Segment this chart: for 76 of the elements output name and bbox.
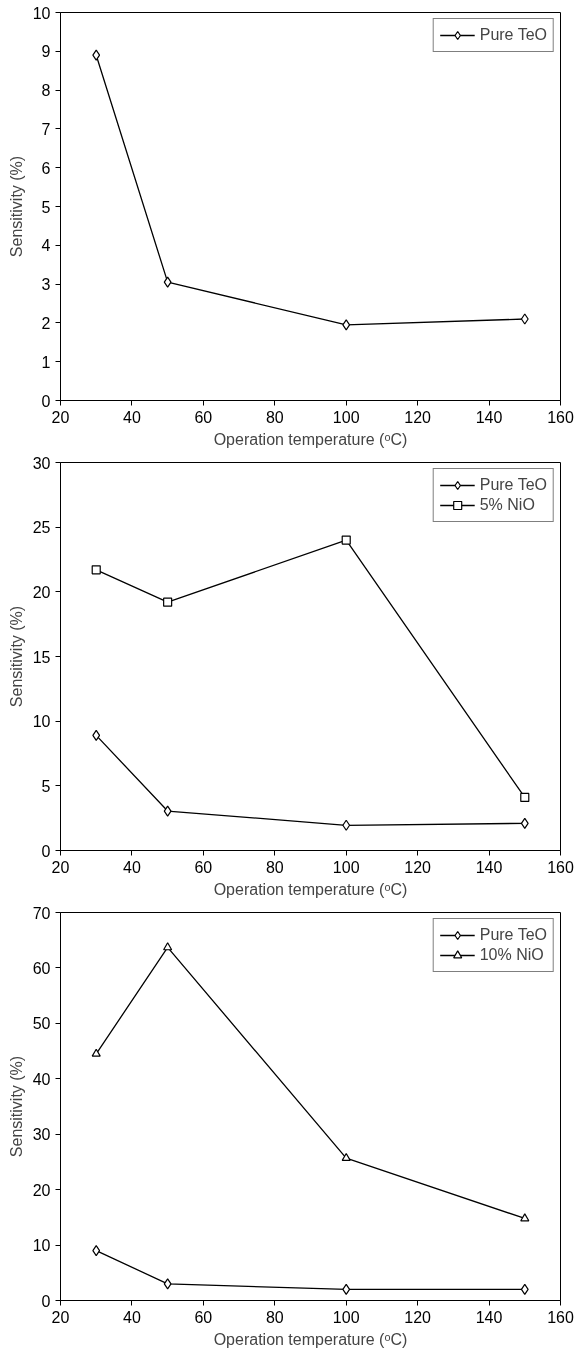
point: [163, 805, 172, 817]
legend-label: Pure TeO: [479, 926, 547, 944]
x-tick-label: 40: [123, 408, 141, 426]
x-tick-label: 120: [404, 408, 432, 426]
y-tick-label: 70: [32, 904, 51, 922]
y-tick-label: 8: [41, 82, 51, 100]
y-tick-label: 2: [41, 314, 51, 332]
point: [91, 565, 101, 575]
y-tick-label: 20: [32, 583, 51, 601]
y-tick-label: 60: [32, 959, 51, 977]
x-tick-label: 160: [547, 1308, 574, 1326]
y-axis-title: Sensitivity (%): [7, 155, 25, 258]
x-tick-label: 80: [265, 858, 284, 876]
x-tick-label: 120: [404, 858, 432, 876]
x-tick-label: 100: [332, 408, 360, 426]
y-tick-label: 0: [41, 1292, 51, 1310]
x-tick-label: 60: [194, 858, 213, 876]
point: [163, 942, 173, 951]
y-tick-label: 20: [32, 1181, 51, 1199]
x-axis-title: Operation temperature (ᵒC): [213, 880, 408, 898]
legend-label: Pure TeO: [479, 26, 547, 44]
point: [92, 729, 101, 741]
point: [520, 817, 529, 829]
y-tick-label: 25: [32, 519, 51, 537]
x-tick-label: 140: [475, 408, 503, 426]
y-tick-label: 7: [41, 120, 51, 138]
y-tick-label: 15: [32, 648, 51, 666]
point: [342, 319, 351, 331]
x-tick-label: 140: [475, 858, 503, 876]
legend-label: 10% NiO: [479, 946, 544, 964]
y-tick-label: 0: [41, 842, 51, 860]
x-tick-label: 60: [194, 1308, 213, 1326]
x-tick-label: 160: [547, 858, 574, 876]
y-tick-label: 30: [32, 1126, 51, 1144]
y-tick-label: 5: [41, 198, 51, 216]
x-tick-label: 80: [265, 408, 284, 426]
y-tick-label: 3: [41, 276, 51, 294]
point: [163, 1278, 172, 1290]
y-tick-label: 4: [41, 237, 51, 255]
x-tick-label: 60: [194, 408, 213, 426]
y-tick-label: 0: [41, 392, 51, 410]
x-tick-label: 40: [123, 858, 141, 876]
legend-label: Pure TeO: [479, 476, 547, 494]
y-axis-title: Sensitivity (%): [7, 1055, 25, 1158]
y-tick-label: 10: [32, 1237, 51, 1255]
x-tick-label: 100: [332, 858, 360, 876]
point: [163, 276, 172, 288]
y-tick-label: 9: [41, 43, 51, 61]
x-tick-label: 140: [475, 1308, 503, 1326]
y-tick-label: 30: [32, 454, 51, 472]
point: [163, 597, 173, 607]
y-tick-label: 50: [32, 1015, 51, 1033]
x-tick-label: 120: [404, 1308, 432, 1326]
x-tick-label: 40: [123, 1308, 141, 1326]
y-tick-label: 6: [41, 159, 51, 177]
y-tick-label: 5: [41, 777, 51, 795]
point: [92, 49, 101, 61]
point: [520, 313, 529, 325]
point: [341, 1152, 351, 1161]
point: [342, 819, 351, 831]
y-tick-label: 40: [32, 1070, 51, 1088]
y-axis-title: Sensitivity (%): [7, 605, 25, 708]
legend-label: 5% NiO: [479, 496, 535, 514]
x-axis-title: Operation temperature (ᵒC): [213, 1330, 408, 1348]
point: [341, 535, 351, 545]
point: [92, 1245, 101, 1257]
x-axis-title: Operation temperature (ᵒC): [213, 430, 408, 448]
y-tick-label: 10: [32, 4, 51, 22]
y-tick-label: 1: [41, 353, 51, 371]
x-tick-label: 160: [547, 408, 574, 426]
point: [91, 1048, 101, 1057]
y-tick-label: 10: [32, 713, 51, 731]
point: [520, 792, 530, 803]
x-tick-label: 80: [265, 1308, 284, 1326]
point: [520, 1213, 530, 1222]
x-tick-label: 100: [332, 1308, 360, 1326]
